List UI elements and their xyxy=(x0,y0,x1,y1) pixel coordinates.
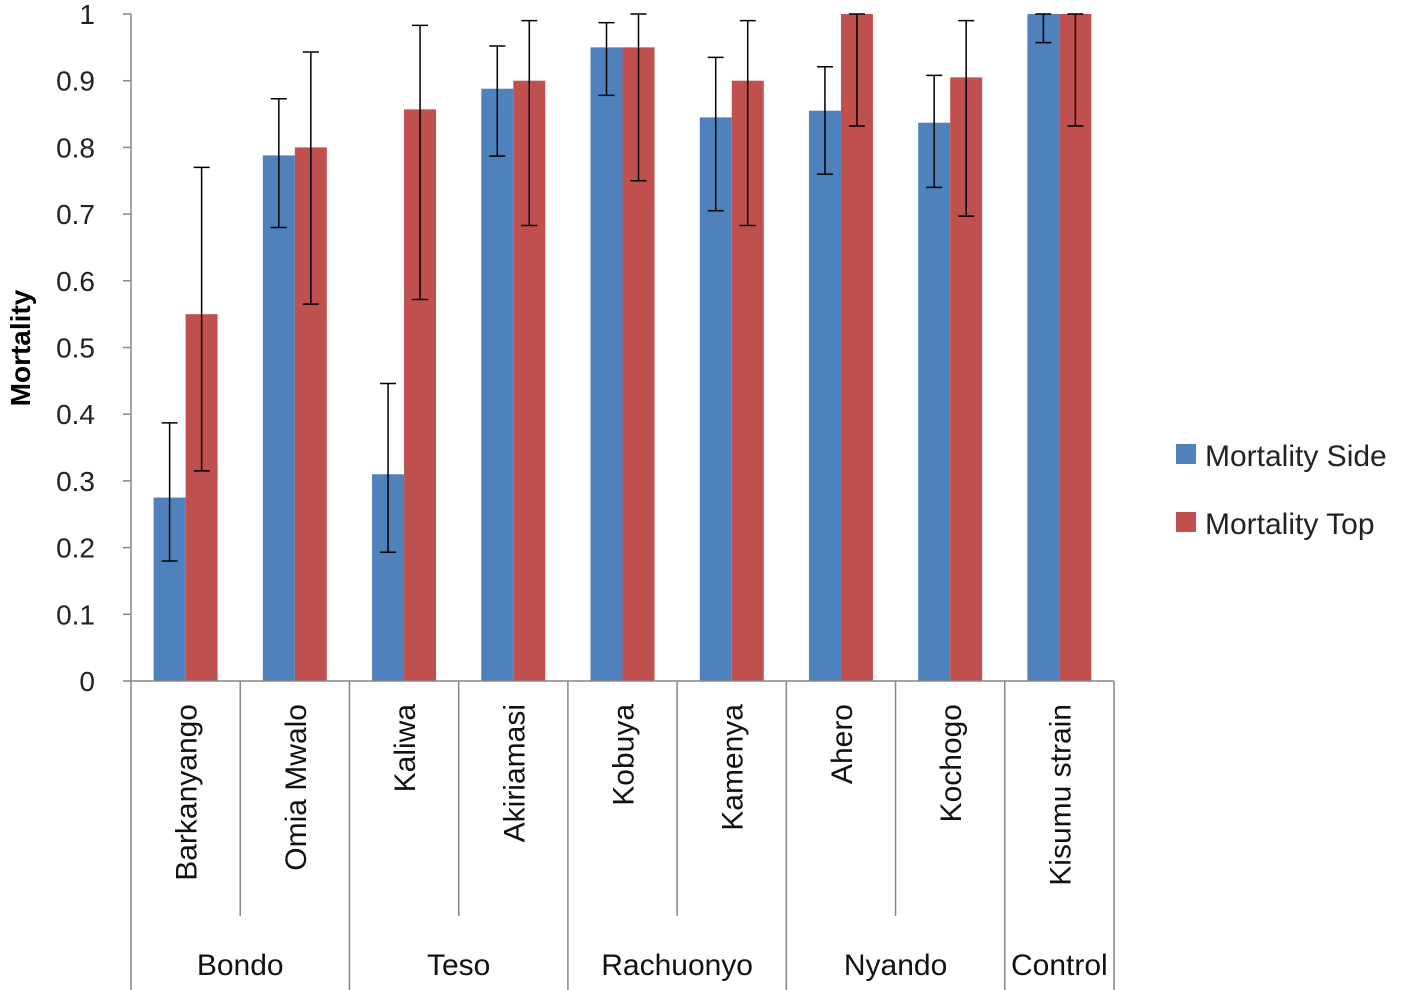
y-tick-label: 0.7 xyxy=(56,199,95,230)
x-category-label: Kisumu strain xyxy=(1044,704,1077,886)
y-tick-label: 0.2 xyxy=(56,533,95,564)
x-group-label: Control xyxy=(1011,949,1108,982)
axes xyxy=(130,14,1115,990)
y-tick-label: 1 xyxy=(79,0,95,30)
bar-side xyxy=(262,155,295,682)
error-bars xyxy=(161,13,1084,562)
x-category-label: Ahero xyxy=(826,704,859,784)
y-tick-label: 0.1 xyxy=(56,599,95,630)
x-category-label: Kaliwa xyxy=(389,704,422,793)
y-tick-label: 0 xyxy=(79,666,95,697)
legend-swatch xyxy=(1176,444,1196,464)
x-group-label: Bondo xyxy=(197,949,284,982)
bar-side xyxy=(481,88,514,682)
x-group-label: Nyando xyxy=(844,949,947,982)
legend-label: Mortality Top xyxy=(1205,508,1375,541)
legend-label: Mortality Side xyxy=(1205,440,1387,473)
x-axis-groups: Bondo Teso Rachuonyo Nyando Control xyxy=(197,949,1108,982)
x-category-label: Kamenya xyxy=(717,704,750,831)
y-axis-ticks: 0 0.1 0.2 0.3 0.4 0.5 0.6 0.7 0.8 0.9 1 xyxy=(56,0,131,697)
y-tick-label: 0.8 xyxy=(56,132,95,163)
bar-side xyxy=(918,122,951,681)
y-tick-label: 0.6 xyxy=(56,266,95,297)
bar-side xyxy=(1027,14,1060,681)
x-group-label: Teso xyxy=(427,949,490,982)
y-tick-label: 0.4 xyxy=(56,399,95,430)
bar-side xyxy=(590,47,623,682)
x-category-label: Omia Mwalo xyxy=(280,704,313,871)
x-category-label: Kochogo xyxy=(935,704,968,822)
legend: Mortality Side Mortality Top xyxy=(1176,440,1387,541)
bar-side xyxy=(808,110,841,682)
y-tick-label: 0.3 xyxy=(56,466,95,497)
x-axis-categories: Barkanyango Omia Mwalo Kaliwa Akiriamasi Kob… xyxy=(171,704,1078,886)
x-category-label: Barkanyango xyxy=(171,704,204,881)
x-group-label: Rachuonyo xyxy=(601,949,753,982)
x-category-label: Kobuya xyxy=(608,704,641,806)
x-category-label: Akiriamasi xyxy=(498,704,531,842)
y-axis-label: Mortality xyxy=(5,289,36,406)
y-tick-label: 0.9 xyxy=(56,66,95,97)
legend-swatch xyxy=(1176,512,1196,532)
bars xyxy=(153,14,1092,682)
y-tick-label: 0.5 xyxy=(56,333,95,364)
